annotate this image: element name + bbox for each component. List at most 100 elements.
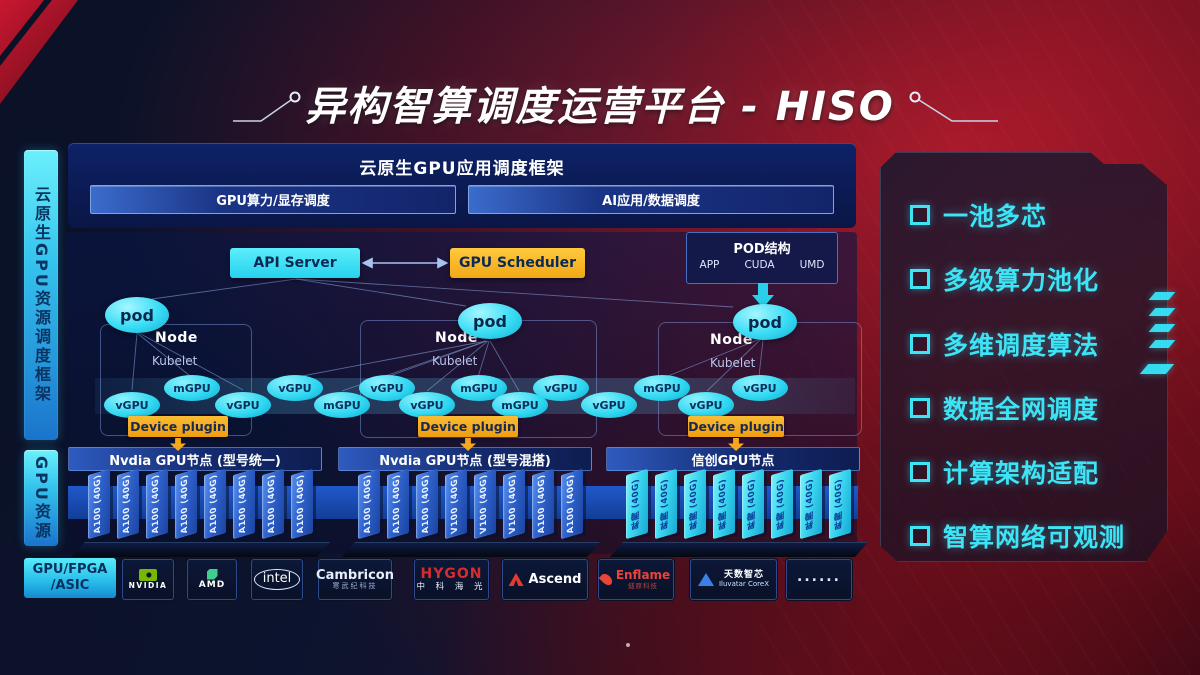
background-dot — [626, 643, 630, 647]
rail-cloud-native-gpu-framework: 云原生GPU资源调度框架 — [24, 150, 58, 440]
feature-bullet-icon — [910, 526, 930, 546]
gpu-ellipse: vGPU — [732, 375, 788, 401]
intel-logo-icon: intel — [253, 569, 301, 590]
feature-item: 多维调度算法 — [910, 326, 1099, 362]
gpu-card: 昇腾 (40G) — [742, 468, 764, 540]
gpu-card: A100 (40G) — [146, 468, 168, 540]
kubelet-label: Kubelet — [432, 354, 478, 368]
vendor-name: AMD — [198, 579, 226, 590]
vendor-name: Enflame — [615, 568, 671, 583]
rail-label: 云原生GPU资源调度框架 — [32, 186, 51, 404]
gpu-card: A100 (40G) — [233, 468, 255, 540]
gpu-card-group-3: 昇腾 (40G) 昇腾 (40G) 昇腾 (40G) 昇腾 (40G) 昇腾 (… — [618, 468, 878, 550]
gpu-card: 昇腾 (40G) — [771, 468, 793, 540]
gpu-card: A100 (40G) — [175, 468, 197, 540]
gpu-card: A100 (40G) — [416, 468, 438, 540]
vendor-name: HYGON — [420, 566, 483, 583]
gpu-card: V100 (40G) — [503, 468, 525, 540]
api-server-box: API Server — [230, 248, 360, 278]
category-line1: GPU/FPGA — [32, 561, 108, 577]
kubelet-label: Kubelet — [152, 354, 198, 368]
pod-ellipse: pod — [458, 303, 522, 339]
feature-bullet-icon — [910, 398, 930, 418]
pod-layer-app: APP — [699, 259, 720, 271]
page-title: 异构智算调度运营平台 - HISO — [305, 84, 895, 130]
gpu-card: A100 (40G) — [561, 468, 583, 540]
gpu-card: 昇腾 (40G) — [684, 468, 706, 540]
vendor-subname: 燧原科技 — [628, 581, 658, 590]
rail-label: GPU资源 — [32, 455, 51, 541]
gpu-card: A100 (40G) — [358, 468, 380, 540]
ascend-logo-icon — [508, 573, 524, 586]
amd-logo-icon — [206, 568, 218, 580]
device-plugin-box: Device plugin — [418, 416, 518, 437]
feature-bullet-icon — [910, 334, 930, 354]
kubelet-label: Kubelet — [710, 356, 756, 370]
gpu-card: A100 (40G) — [387, 468, 409, 540]
app-framework-title: 云原生GPU应用调度框架 — [359, 159, 565, 179]
gpu-card: V100 (40G) — [474, 468, 496, 540]
module-gpu-compute-scheduling: GPU算力/显存调度 — [90, 185, 456, 214]
gpu-ellipse: vGPU — [533, 375, 589, 401]
app-framework-panel: 云原生GPU应用调度框架 GPU算力/显存调度 AI应用/数据调度 — [68, 143, 856, 228]
pod-structure-title: POD结构 — [733, 242, 791, 257]
gpu-card: A100 (40G) — [88, 468, 110, 540]
feature-item: 多级算力池化 — [910, 261, 1099, 297]
device-plugin-box: Device plugin — [688, 416, 784, 437]
pod-layer-cuda: CUDA — [744, 259, 775, 271]
gpu-card: 昇腾 (40G) — [626, 468, 648, 540]
vendor-name: NVIDIA — [128, 580, 168, 590]
feature-item: 计算架构适配 — [910, 454, 1099, 490]
pod-structure-box: POD结构 APP CUDA UMD — [686, 232, 838, 284]
gpu-card: A100 (40G) — [204, 468, 226, 540]
feature-item: 一池多芯 — [910, 197, 1047, 233]
gpu-card: A100 (40G) — [291, 468, 313, 540]
vendor-tile-nvidia: NVIDIA — [122, 559, 174, 600]
gpu-group-title: Nvdia GPU节点 (型号统一) — [68, 447, 322, 471]
category-line2: /ASIC — [50, 578, 90, 593]
gpu-card: A100 (40G) — [117, 468, 139, 540]
gpu-card: 昇腾 (40G) — [713, 468, 735, 540]
vendor-name: Ascend — [528, 572, 582, 587]
feature-item: 数据全网调度 — [910, 390, 1099, 426]
vendor-tile-ascend: Ascend — [502, 559, 588, 600]
gpu-group-title: Nvdia GPU节点 (型号混搭) — [338, 447, 592, 471]
gpu-ellipse: vGPU — [399, 392, 455, 418]
vendor-name: Cambricon — [316, 567, 394, 583]
vendor-subname: 寒武纪科技 — [332, 581, 378, 590]
platform-shape — [342, 542, 600, 557]
enflame-flame-icon — [598, 571, 615, 588]
more-vendors-dots: ...... — [797, 568, 841, 585]
gpu-ellipse: vGPU — [581, 392, 637, 418]
nvidia-logo-icon — [138, 568, 157, 581]
gpu-card: A100 (40G) — [532, 468, 554, 540]
pod-ellipse: pod — [105, 297, 169, 333]
gpu-card: V100 (40G) — [445, 468, 467, 540]
vendor-tile-intel: intel — [251, 559, 303, 600]
feature-item: 智算网络可观测 — [910, 518, 1125, 554]
pod-ellipse: pod — [733, 304, 797, 340]
vendor-tile-iluvatar: 天数智芯 Iluvatar CoreX — [690, 559, 777, 600]
gpu-ellipse: vGPU — [678, 392, 734, 418]
iluvatar-logo-icon — [697, 573, 714, 586]
gpu-scheduler-box: GPU Scheduler — [450, 248, 585, 278]
gpu-ellipse: vGPU — [104, 392, 160, 418]
vendor-name: 天数智芯 — [723, 569, 764, 580]
hardware-category-box: GPU/FPGA /ASIC — [24, 558, 116, 598]
gpu-card-group-2: A100 (40G) A100 (40G) A100 (40G) V100 (4… — [350, 468, 610, 550]
gpu-card-group-1: A100 (40G) A100 (40G) A100 (40G) A100 (4… — [80, 468, 340, 550]
gpu-ellipse: mGPU — [634, 375, 690, 401]
vendor-subname: 中 科 海 光 — [416, 581, 487, 592]
feature-bullet-icon — [910, 205, 930, 225]
gpu-group-title: 信创GPU节点 — [606, 447, 860, 471]
vendor-subname: Iluvatar CoreX — [718, 579, 769, 588]
feature-panel: 一池多芯 多级算力池化 多维调度算法 数据全网调度 计算架构适配 智算网络可观测 — [880, 152, 1168, 562]
vendor-tile-amd: AMD — [187, 559, 237, 600]
gpu-card: A100 (40G) — [262, 468, 284, 540]
feature-bullet-icon — [910, 269, 930, 289]
module-ai-data-scheduling: AI应用/数据调度 — [468, 185, 834, 214]
gpu-ellipse: mGPU — [314, 392, 370, 418]
vendor-tile-cambricon: Cambricon 寒武纪科技 — [316, 559, 394, 600]
pod-layer-umd: UMD — [799, 259, 825, 271]
